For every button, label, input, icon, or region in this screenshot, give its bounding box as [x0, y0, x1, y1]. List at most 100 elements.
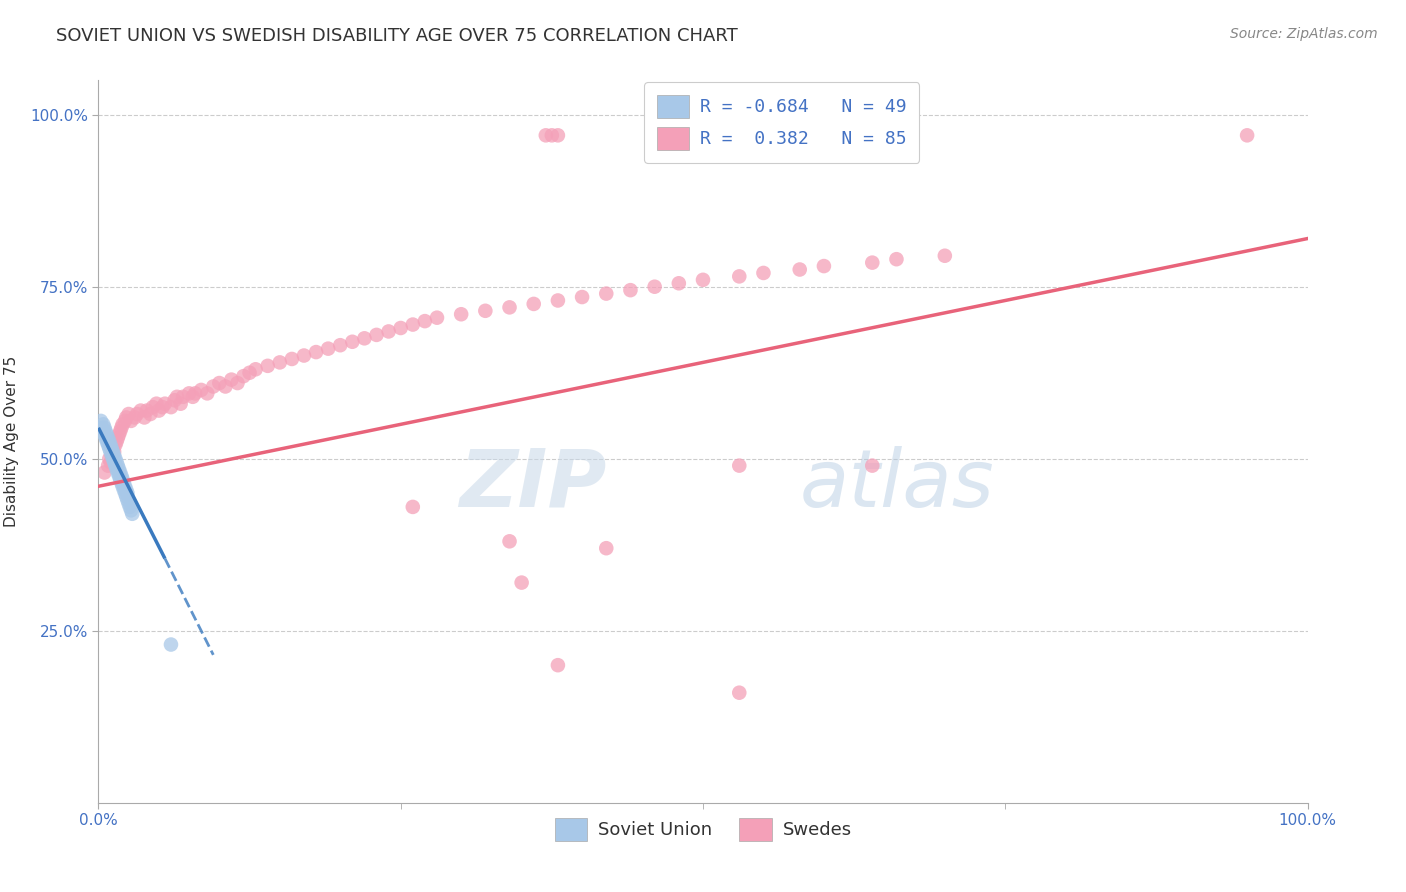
- Point: [100, 438, 122, 452]
- Point: [97, 458, 120, 473]
- Point: [571, 290, 593, 304]
- Point: [114, 414, 136, 428]
- Point: [93, 427, 115, 442]
- Point: [450, 307, 472, 321]
- Point: [100, 445, 122, 459]
- Point: [789, 262, 811, 277]
- Point: [619, 283, 641, 297]
- Point: [110, 469, 132, 483]
- Point: [305, 345, 328, 359]
- Point: [934, 249, 956, 263]
- Point: [523, 297, 546, 311]
- Point: [94, 424, 117, 438]
- Point: [107, 458, 129, 473]
- Point: [117, 493, 139, 508]
- Point: [498, 301, 520, 315]
- Point: [1236, 128, 1258, 143]
- Point: [121, 507, 143, 521]
- Point: [108, 469, 131, 483]
- Point: [111, 472, 134, 486]
- Point: [111, 479, 134, 493]
- Point: [152, 400, 174, 414]
- Point: [110, 421, 132, 435]
- Point: [114, 486, 136, 500]
- Point: [134, 410, 156, 425]
- Point: [100, 442, 122, 456]
- Point: [129, 403, 152, 417]
- Point: [728, 458, 751, 473]
- Point: [107, 466, 129, 480]
- Point: [100, 448, 122, 462]
- Point: [117, 486, 139, 500]
- Point: [316, 342, 339, 356]
- Point: [148, 403, 170, 417]
- Point: [103, 455, 125, 469]
- Point: [547, 658, 569, 673]
- Point: [402, 318, 425, 332]
- Point: [98, 451, 121, 466]
- Point: [100, 448, 122, 462]
- Point: [692, 273, 714, 287]
- Point: [202, 379, 225, 393]
- Point: [105, 462, 128, 476]
- Point: [97, 438, 120, 452]
- Point: [402, 500, 425, 514]
- Point: [108, 427, 131, 442]
- Point: [91, 417, 114, 432]
- Point: [101, 442, 124, 456]
- Point: [163, 393, 186, 408]
- Point: [120, 503, 142, 517]
- Point: [118, 407, 141, 421]
- Point: [91, 424, 114, 438]
- Point: [498, 534, 520, 549]
- Point: [139, 407, 162, 421]
- Point: [172, 390, 194, 404]
- Point: [105, 434, 128, 449]
- Point: [93, 466, 115, 480]
- Point: [595, 541, 617, 556]
- Point: [98, 442, 121, 456]
- Point: [510, 575, 533, 590]
- Point: [105, 455, 128, 469]
- Point: [668, 277, 690, 291]
- Point: [181, 390, 204, 404]
- Point: [232, 369, 254, 384]
- Point: [107, 431, 129, 445]
- Point: [120, 414, 142, 428]
- Point: [426, 310, 449, 325]
- Point: [110, 475, 132, 490]
- Point: [474, 303, 496, 318]
- Point: [94, 431, 117, 445]
- Point: [135, 403, 157, 417]
- Point: [256, 359, 278, 373]
- Point: [153, 397, 176, 411]
- Point: [860, 255, 883, 269]
- Point: [377, 325, 399, 339]
- Point: [103, 445, 125, 459]
- Point: [103, 448, 125, 462]
- Point: [124, 410, 146, 425]
- Point: [111, 417, 134, 432]
- Point: [860, 458, 883, 473]
- Point: [269, 355, 291, 369]
- Point: [184, 386, 207, 401]
- Point: [239, 366, 262, 380]
- Point: [413, 314, 436, 328]
- Point: [886, 252, 908, 267]
- Point: [118, 496, 141, 510]
- Point: [101, 451, 124, 466]
- Point: [292, 349, 315, 363]
- Point: [142, 400, 165, 414]
- Point: [221, 373, 243, 387]
- Point: [208, 376, 231, 390]
- Point: [101, 445, 124, 459]
- Point: [98, 434, 121, 449]
- Text: atlas: atlas: [800, 446, 994, 524]
- Point: [127, 407, 149, 421]
- Point: [104, 458, 127, 473]
- Point: [540, 128, 562, 143]
- Point: [169, 397, 191, 411]
- Point: [104, 438, 127, 452]
- Point: [595, 286, 617, 301]
- Point: [728, 269, 751, 284]
